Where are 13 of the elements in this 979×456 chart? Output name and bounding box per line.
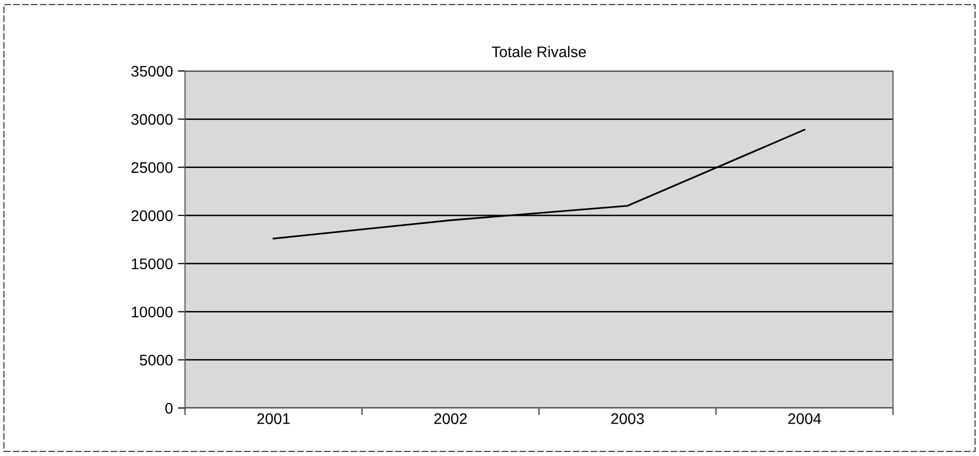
y-tick-label: 0 xyxy=(165,402,173,414)
y-tick-label: 20000 xyxy=(131,210,173,222)
y-tick-label: 35000 xyxy=(131,66,173,77)
x-tick-label: 2003 xyxy=(611,413,644,424)
x-tick-label: 2002 xyxy=(434,413,467,424)
y-tick-label: 30000 xyxy=(131,114,173,125)
y-tick-label: 10000 xyxy=(132,306,173,318)
x-tick-label: 2004 xyxy=(788,413,822,424)
x-tick-label: 2001 xyxy=(257,413,290,424)
chart-title: Totale Rivalse xyxy=(492,46,586,58)
y-tick-label: 5000 xyxy=(140,354,173,366)
y-tick-label: 15000 xyxy=(132,258,173,270)
y-tick-label: 25000 xyxy=(131,162,173,173)
